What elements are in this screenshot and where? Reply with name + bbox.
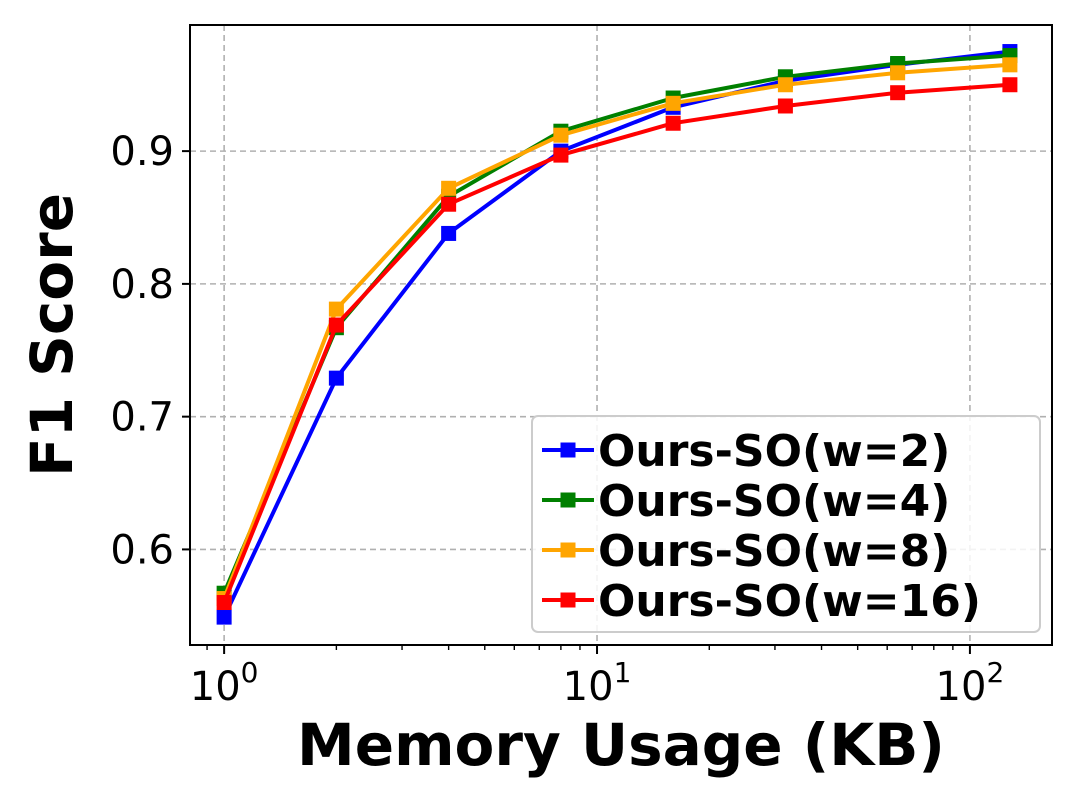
x-tick-label: 102 <box>936 656 1005 710</box>
legend-entry: Ours-SO(w=16) <box>542 576 981 627</box>
series-3 <box>216 57 1018 607</box>
data-point <box>1002 77 1018 93</box>
plot-frame <box>189 24 1053 646</box>
x-tick-exponent: 1 <box>614 656 632 689</box>
series-line <box>222 82 1011 604</box>
data-point <box>328 317 344 333</box>
legend-marker <box>560 592 576 608</box>
data-point <box>890 85 906 101</box>
legend-label: Ours-SO(w=16) <box>598 576 981 627</box>
legend-label: Ours-SO(w=4) <box>598 476 950 527</box>
legend-entry: Ours-SO(w=2) <box>542 426 950 477</box>
x-tick-base: 10 <box>563 664 614 710</box>
y-tick-label: 0.7 <box>110 395 174 441</box>
data-point <box>441 225 457 241</box>
legend-marker <box>560 492 576 508</box>
legend-marker <box>560 442 576 458</box>
x-tick-base: 10 <box>190 664 241 710</box>
x-tick-label: 100 <box>190 656 259 710</box>
y-tick-label: 0.6 <box>110 527 174 573</box>
data-point <box>1002 57 1018 73</box>
legend-entry: Ours-SO(w=4) <box>542 476 950 527</box>
data-point <box>328 370 344 386</box>
series-4 <box>216 77 1018 611</box>
data-point <box>665 115 681 131</box>
data-point <box>777 98 793 114</box>
data-point <box>216 609 232 625</box>
data-point <box>328 301 344 317</box>
legend-label: Ours-SO(w=2) <box>598 426 950 477</box>
series-line <box>222 62 1011 600</box>
data-point <box>890 65 906 81</box>
data-point <box>553 127 569 143</box>
x-tick-label: 101 <box>563 656 632 710</box>
data-point <box>777 77 793 93</box>
y-tick-label: 0.8 <box>110 262 174 308</box>
x-tick-exponent: 2 <box>986 656 1004 689</box>
data-point <box>553 147 569 163</box>
legend-label: Ours-SO(w=8) <box>598 526 950 577</box>
legend: Ours-SO(w=2)Ours-SO(w=4)Ours-SO(w=8)Ours… <box>531 415 1041 633</box>
legend-box <box>531 415 1041 633</box>
legend-marker <box>560 542 576 558</box>
x-axis-title: Memory Usage (KB) <box>297 711 945 779</box>
data-point <box>441 196 457 212</box>
x-tick-exponent: 0 <box>241 656 259 689</box>
x-tick-base: 10 <box>936 664 987 710</box>
data-point <box>216 595 232 611</box>
plot-series <box>216 44 1018 625</box>
legend-entry: Ours-SO(w=8) <box>542 526 950 577</box>
data-point <box>441 180 457 196</box>
y-axis-title: F1 Score <box>18 193 86 477</box>
y-tick-label: 0.9 <box>110 129 174 175</box>
data-point <box>665 95 681 111</box>
